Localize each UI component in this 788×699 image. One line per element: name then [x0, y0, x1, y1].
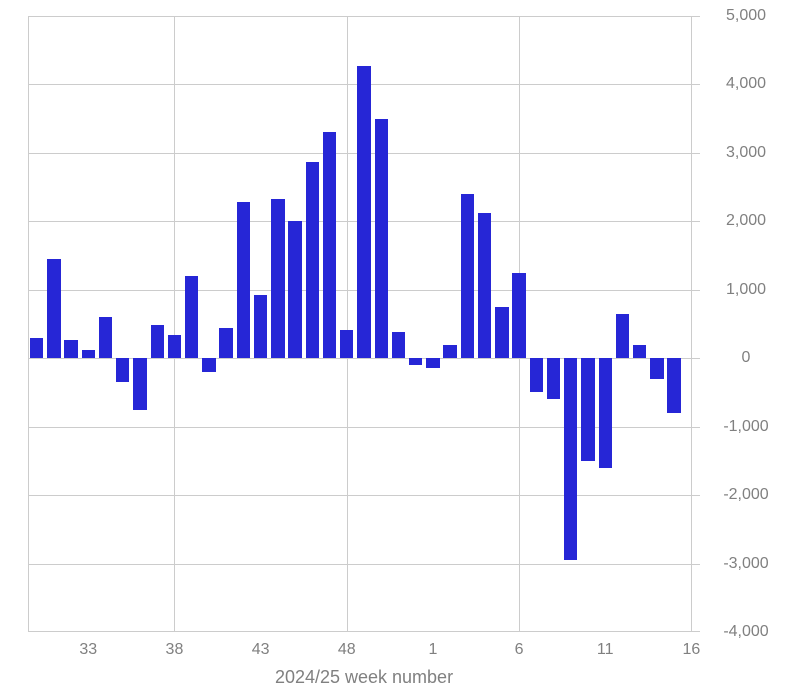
- bar-week-48: [340, 330, 354, 359]
- y-axis-tick-label: -4,000: [723, 623, 769, 640]
- bar-week-43: [253, 295, 268, 359]
- bar-week-5: [495, 306, 509, 359]
- bar-week-52: [408, 358, 423, 366]
- bar-week-1: [426, 358, 440, 369]
- v-gridline-week-48: [346, 16, 348, 632]
- bar-week-47: [322, 132, 337, 359]
- y-axis-tick-label: 5,000: [725, 7, 767, 24]
- h-gridline--3000: [28, 563, 700, 565]
- bar-week-39: [184, 276, 199, 359]
- bar-week-38: [167, 334, 182, 359]
- h-gridline-0: [28, 358, 700, 360]
- bar-week-30: [29, 337, 44, 359]
- y-axis-tick-label: 3,000: [725, 143, 767, 161]
- bar-week-3: [460, 193, 475, 359]
- bar-week-41: [219, 328, 233, 359]
- bar-week-8: [546, 358, 561, 400]
- h-gridline--1000: [28, 426, 700, 428]
- bar-week-50: [374, 118, 388, 359]
- bar-week-32: [64, 339, 78, 359]
- y-axis-tick-label: 4,000: [725, 75, 767, 93]
- y-axis-tick-label: 0: [741, 349, 751, 367]
- bar-week-10: [581, 358, 595, 461]
- x-axis-tick-label-6: 6: [514, 641, 524, 658]
- y-axis-tick-label: 1,000: [725, 280, 767, 298]
- bar-week-14: [650, 358, 664, 379]
- bar-week-12: [615, 313, 630, 359]
- x-axis-tick-label-43: 43: [251, 641, 270, 658]
- bar-week-37: [150, 325, 164, 359]
- bar-week-13: [632, 344, 647, 359]
- bar-week-51: [391, 332, 406, 359]
- bar-week-44: [271, 199, 285, 359]
- y-axis-tick-label: -1,000: [723, 417, 769, 435]
- bar-week-35: [116, 358, 130, 383]
- bar-week-34: [98, 317, 113, 359]
- x-axis-title: 2024/25 week number: [274, 667, 454, 687]
- bar-week-31: [47, 258, 61, 359]
- bar-week-33: [81, 350, 96, 359]
- y-axis-tick-label: -3,000: [723, 554, 769, 572]
- bar-week-42: [236, 202, 251, 359]
- bar-week-49: [357, 65, 371, 359]
- x-axis-tick-label-16: 16: [682, 641, 701, 658]
- x-axis-tick-label-33: 33: [79, 641, 98, 658]
- plot-area: [28, 16, 700, 632]
- y-axis-tick-label: -2,000: [723, 486, 769, 504]
- h-gridline--4000: [28, 631, 700, 632]
- x-axis-tick-label-48: 48: [337, 641, 356, 658]
- y-axis-tick-label: 2,000: [725, 212, 767, 230]
- x-axis-tick-label-11: 11: [596, 641, 614, 658]
- bar-week-7: [529, 358, 544, 393]
- bar-week-36: [133, 358, 147, 410]
- bar-week-15: [667, 358, 681, 413]
- y-axis-labels: 5,000 4,000 3,000 2,000 1,000 0 -1,000 -2,000 -3…: [704, 0, 788, 699]
- v-gridline-week-38: [174, 16, 176, 632]
- bar-week-6: [512, 273, 526, 359]
- bar-week-40: [202, 358, 216, 372]
- bar-week-9: [564, 358, 578, 561]
- bar-week-4: [477, 213, 492, 359]
- bar-week-11: [598, 358, 612, 468]
- plot-left-border: [28, 16, 29, 632]
- bar-week-2: [443, 344, 457, 359]
- h-gridline-5000: [28, 16, 700, 17]
- x-axis-tick-label-38: 38: [165, 641, 184, 658]
- bar-week-45: [288, 221, 302, 359]
- h-gridline--2000: [28, 495, 700, 497]
- x-axis-tick-label-1: 1: [428, 641, 438, 658]
- bar-week-46: [305, 161, 320, 359]
- v-gridline-week-16: [691, 16, 693, 632]
